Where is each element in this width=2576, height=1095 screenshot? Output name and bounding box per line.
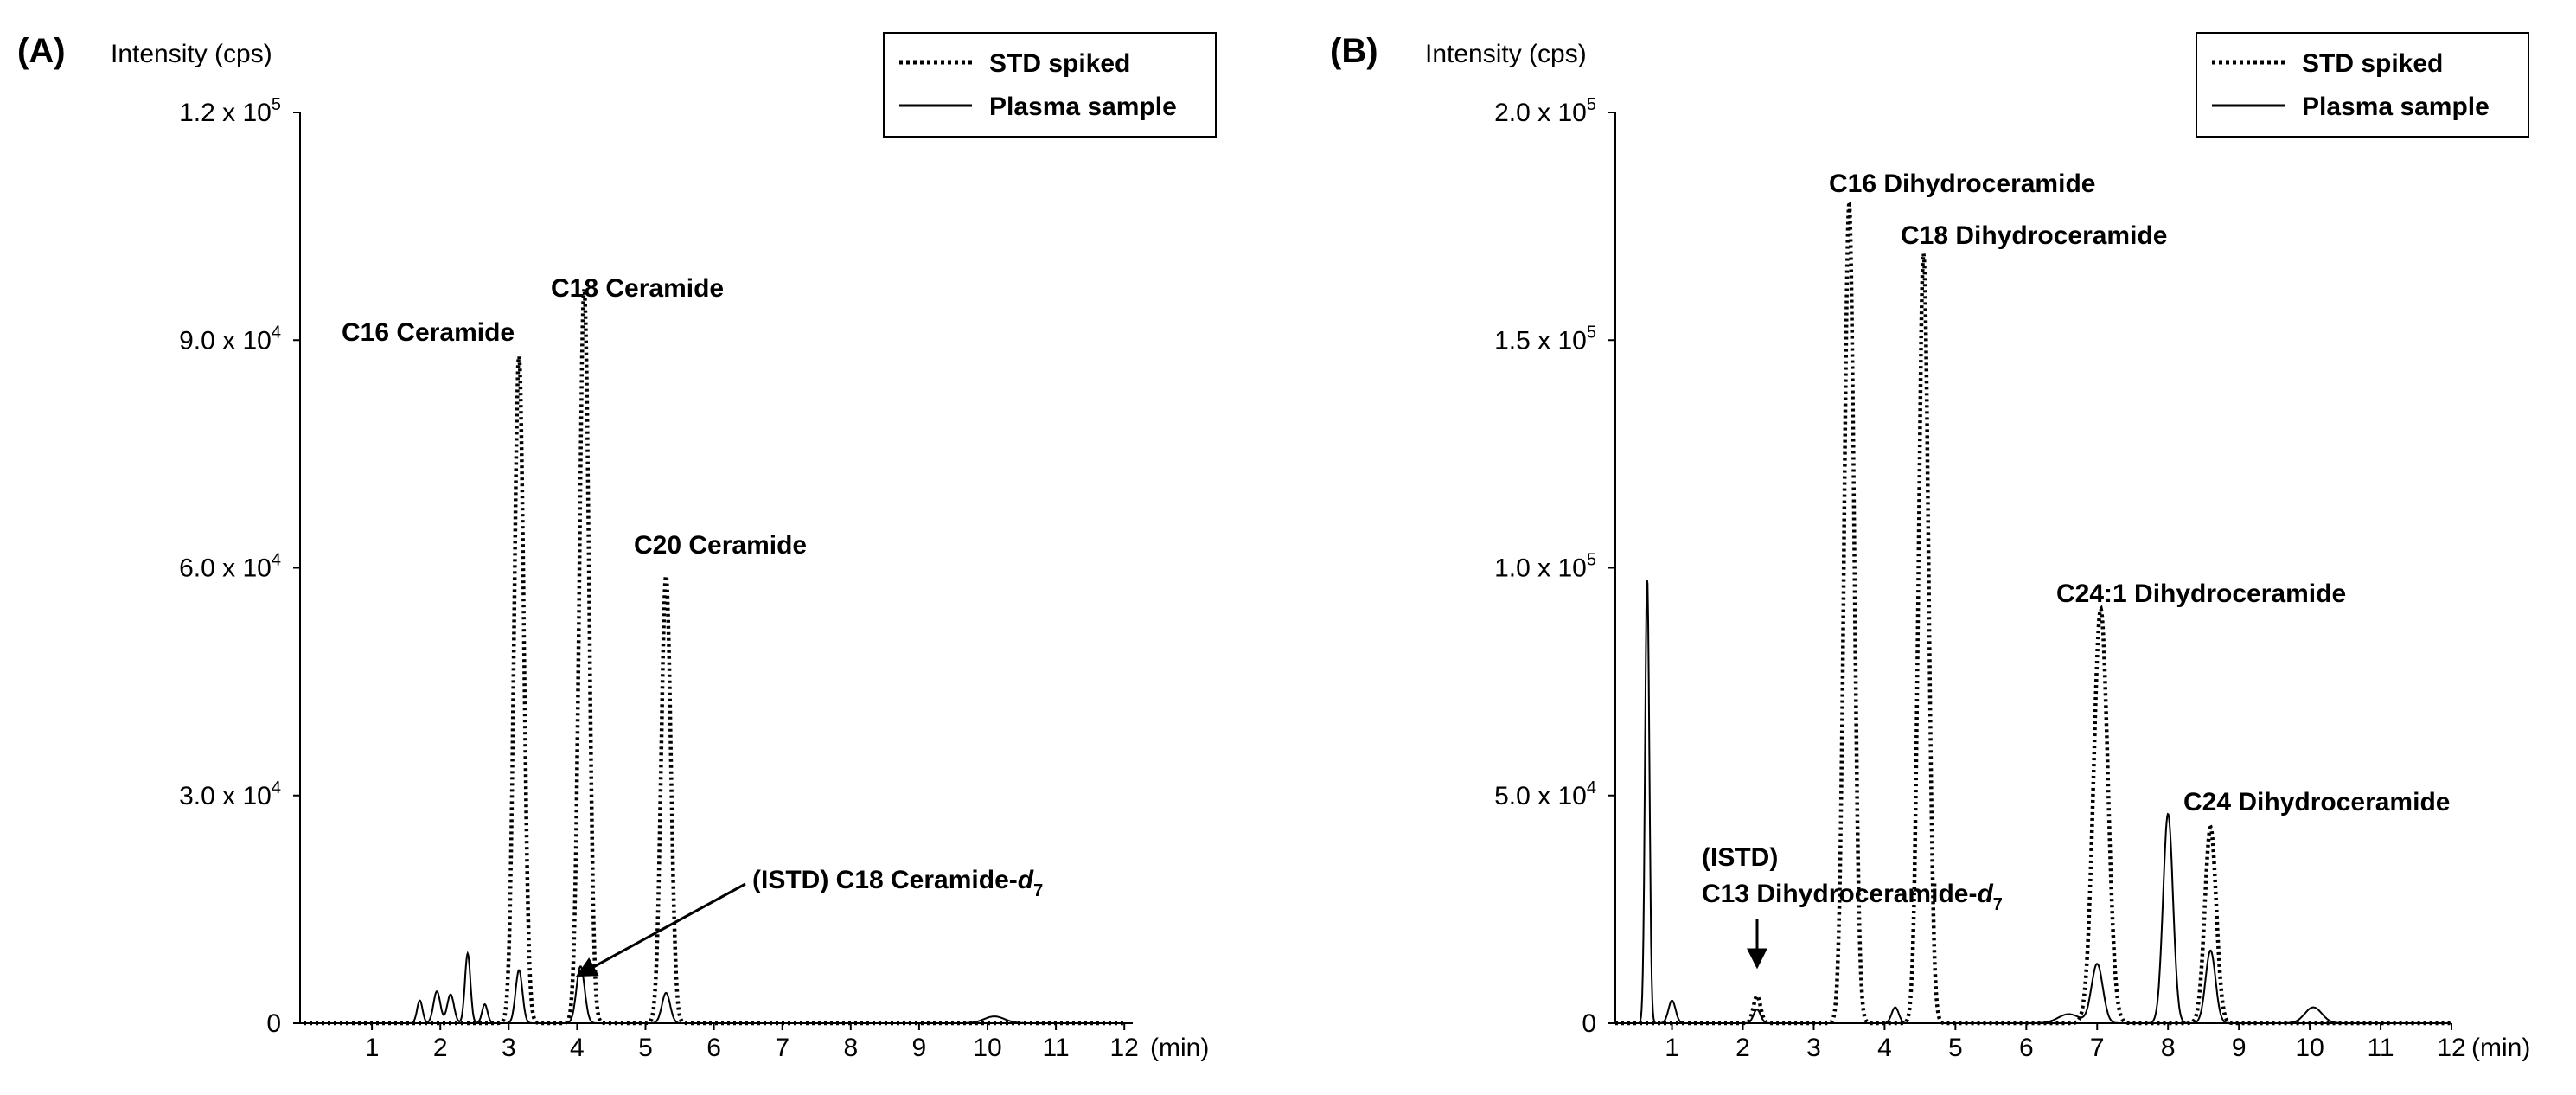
annotation-c18-dihydroceramide: C18 Dihydroceramide — [1901, 221, 2167, 250]
y-tick-label: 0 — [266, 1009, 281, 1038]
x-tick-label: 12 — [2437, 1034, 2465, 1062]
panel-b-xlabel: (min) — [2471, 1034, 2530, 1062]
y-tick-label: 1.2 x 105 — [179, 95, 281, 127]
x-tick-label: 4 — [1877, 1034, 1892, 1062]
annotation-c24-dihydroceramide: C24 Dihydroceramide — [2183, 788, 2450, 816]
panel-a-legend-plasma: Plasma sample — [989, 93, 1177, 121]
x-tick-label: 6 — [706, 1034, 721, 1062]
panel-a-label: (A) — [17, 32, 66, 70]
x-tick-label: 9 — [912, 1034, 927, 1062]
annotation-c13-dihydroceramide-d7: C13 Dihydroceramide-d7 — [1702, 880, 2003, 914]
x-tick-label: 9 — [2232, 1034, 2247, 1062]
y-tick-label: 6.0 x 104 — [179, 551, 281, 583]
panel-a-plasma-trace — [304, 951, 1125, 1024]
y-tick-label: 5.0 x 104 — [1494, 778, 1596, 810]
panel-a-legend-std: STD spiked — [989, 49, 1130, 78]
panel-b-std-trace — [1615, 202, 2451, 1026]
panel-a-y-ticks: 0 3.0 x 104 6.0 x 104 9.0 x 104 1.2 x 105 — [179, 95, 300, 1038]
x-tick-label: 2 — [1735, 1034, 1750, 1062]
panel-b-label: (B) — [1330, 32, 1378, 70]
x-tick-label: 10 — [973, 1034, 1001, 1062]
panel-b: (B) Intensity (cps) 0 5.0 x 104 1.0 x 105 1… — [1330, 32, 2530, 1062]
x-tick-label: 1 — [1665, 1034, 1679, 1062]
panel-a: (A) Intensity (cps) 0 3.0 x 104 6.0 x 104 9… — [17, 32, 1217, 1062]
x-tick-label: 8 — [843, 1034, 858, 1062]
x-tick-label: 12 — [1110, 1034, 1139, 1062]
x-tick-label: 11 — [2367, 1034, 2394, 1062]
x-tick-label: 2 — [433, 1034, 448, 1062]
annotation-istd-c18-ceramide-d7: (ISTD) C18 Ceramide-d7 — [752, 866, 1043, 900]
y-tick-label: 1.5 x 105 — [1494, 323, 1596, 355]
panel-a-legend: STD spiked Plasma sample — [883, 32, 1217, 138]
panel-a-ylabel: Intensity (cps) — [111, 40, 272, 68]
panel-b-legend-plasma: Plasma sample — [2302, 93, 2490, 121]
annotation-c18-ceramide: C18 Ceramide — [551, 274, 724, 303]
panel-b-legend: STD spiked Plasma sample — [2196, 32, 2529, 138]
annotation-istd-arrow-a — [575, 882, 746, 977]
annotation-c20-ceramide: C20 Ceramide — [634, 531, 807, 560]
panel-a-xlabel: (min) — [1150, 1034, 1209, 1062]
annotation-c24-1-dihydroceramide: C24:1 Dihydroceramide — [2056, 580, 2346, 608]
panel-b-y-ticks: 0 5.0 x 104 1.0 x 105 1.5 x 105 2.0 x 105 — [1494, 95, 1615, 1038]
panel-b-ylabel: Intensity (cps) — [1425, 40, 1587, 68]
x-tick-label: 5 — [638, 1034, 653, 1062]
x-tick-label: 3 — [1806, 1034, 1821, 1062]
x-tick-label: 6 — [2019, 1034, 2034, 1062]
x-tick-label: 4 — [570, 1034, 585, 1062]
panel-b-x-ticks: 1 2 3 4 5 6 7 8 9 10 11 12 — [1665, 1023, 2466, 1062]
y-tick-label: 1.0 x 105 — [1494, 551, 1596, 583]
x-tick-label: 8 — [2161, 1034, 2176, 1062]
annotation-istd-label: (ISTD) — [1702, 843, 1778, 872]
panel-a-std-trace — [304, 288, 1125, 1026]
annotation-c16-ceramide: C16 Ceramide — [342, 318, 515, 347]
panel-a-legend-box — [883, 32, 1217, 138]
x-tick-label: 3 — [502, 1034, 516, 1062]
annotation-c16-dihydroceramide: C16 Dihydroceramide — [1829, 170, 2095, 198]
y-tick-label: 3.0 x 104 — [179, 778, 281, 810]
y-tick-label: 2.0 x 105 — [1494, 95, 1596, 127]
x-tick-label: 10 — [2295, 1034, 2324, 1062]
y-tick-label: 9.0 x 104 — [179, 323, 281, 355]
x-tick-label: 7 — [775, 1034, 789, 1062]
panel-b-legend-box — [2196, 32, 2529, 138]
panel-b-legend-std: STD spiked — [2302, 49, 2443, 78]
x-tick-label: 1 — [365, 1034, 380, 1062]
y-tick-label: 0 — [1582, 1009, 1596, 1038]
x-tick-label: 11 — [1043, 1034, 1070, 1062]
x-tick-label: 5 — [1948, 1034, 1963, 1062]
panel-a-x-ticks: 1 2 3 4 5 6 7 8 9 10 11 12 — [365, 1023, 1139, 1062]
x-tick-label: 7 — [2090, 1034, 2105, 1062]
